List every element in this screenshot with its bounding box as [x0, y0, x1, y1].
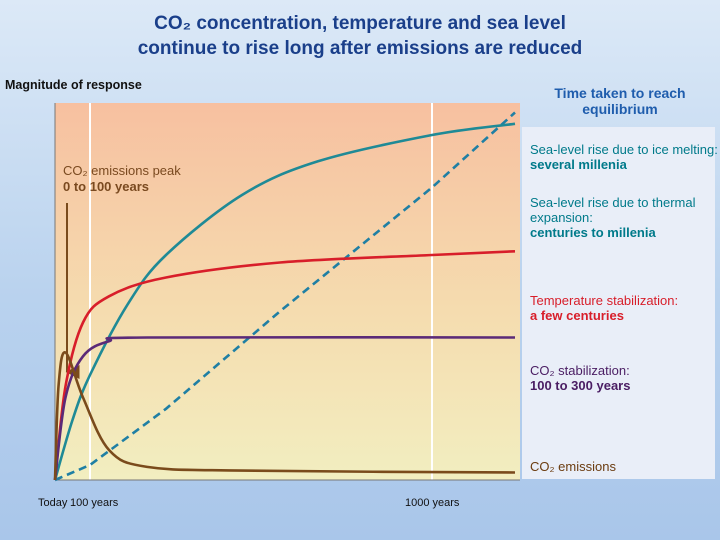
series-line-sea_ice [54, 111, 516, 482]
chart-title-line1: CO₂ concentration, temperature and sea l… [154, 13, 566, 34]
legend-co2: CO₂ stabilization: 100 to 300 years [530, 363, 630, 393]
plot-background [55, 103, 520, 480]
legend-temperature: Temperature stabilization: a few centuri… [530, 293, 678, 323]
chart-title-line2: continue to rise long after emissions ar… [137, 38, 583, 59]
legend-sea-thermal-label: Sea-level rise due to thermal expansion: [530, 195, 696, 225]
legend-sea-ice: Sea-level rise due to ice melting: sever… [530, 142, 718, 172]
annotation-line1: CO₂ emissions peak [63, 163, 181, 178]
legend-emissions-label: CO₂ emissions [530, 459, 616, 474]
legend-temperature-sub: a few centuries [530, 308, 624, 323]
x-tick-today: Today [38, 497, 68, 509]
y-axis-label: Magnitude of response [5, 78, 142, 92]
legend-sea-ice-label: Sea-level rise due to ice melting: [530, 142, 718, 157]
legend-emissions: CO₂ emissions [530, 459, 616, 474]
series-line-co2 [53, 335, 516, 481]
legend-header: Time taken to reach equilibrium [554, 85, 686, 117]
x-tick-1000-years: 1000 years [405, 497, 460, 509]
legend-co2-sub: 100 to 300 years [530, 378, 631, 393]
series-line-sea_thermal [53, 122, 516, 481]
x-tick-100-years: 100 years [70, 497, 119, 509]
series-line-emissions [53, 351, 516, 481]
legend-sea-ice-sub: several millenia [530, 157, 627, 172]
series-line-temperature [53, 250, 516, 481]
legend-panel [522, 127, 715, 479]
legend-sea-thermal-sub: centuries to millenia [530, 225, 656, 240]
emissions-peak-annotation: CO₂ emissions peak 0 to 100 years [63, 163, 181, 195]
legend-temperature-label: Temperature stabilization: [530, 293, 679, 308]
annotation-line2: 0 to 100 years [63, 179, 150, 194]
legend-sea-thermal: Sea-level rise due to thermal expansion:… [530, 195, 710, 240]
legend-co2-label: CO₂ stabilization: [530, 363, 630, 378]
